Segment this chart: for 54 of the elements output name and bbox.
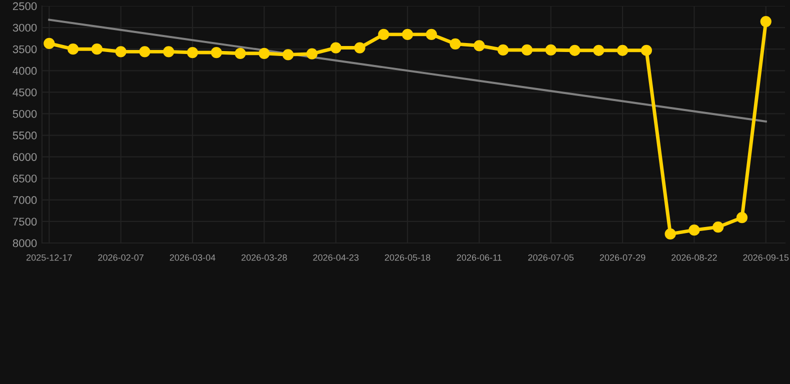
point xyxy=(68,44,79,55)
point xyxy=(378,28,390,40)
point xyxy=(402,28,414,40)
x-tick-label: 2025-12-17 xyxy=(26,254,72,261)
point xyxy=(688,224,700,236)
x-tick-label: 2026-07-29 xyxy=(600,254,646,261)
y-tick-label: 8000 xyxy=(12,239,37,248)
point xyxy=(139,46,150,58)
point xyxy=(712,222,724,233)
point xyxy=(426,28,437,40)
point xyxy=(306,48,318,60)
point xyxy=(474,40,485,52)
y-tick-label: 4500 xyxy=(12,88,37,96)
point xyxy=(44,38,55,50)
point xyxy=(354,42,366,54)
x-tick-label: 2026-09-15 xyxy=(743,254,789,261)
point xyxy=(545,44,556,56)
x-tick-label: 2026-07-05 xyxy=(528,254,574,261)
y-tick-label: 7000 xyxy=(12,196,37,204)
y-tick-label: 2500 xyxy=(12,2,37,10)
y-tick-label: 4000 xyxy=(12,66,37,75)
point xyxy=(498,44,509,56)
x-tick-label: 2026-03-28 xyxy=(242,254,287,261)
point xyxy=(760,16,772,28)
point xyxy=(234,48,246,59)
point xyxy=(330,42,342,54)
point xyxy=(91,44,103,55)
point xyxy=(450,38,461,50)
x-tick-label: 2026-02-07 xyxy=(98,254,144,261)
point xyxy=(521,44,533,56)
y-tick-label: 3500 xyxy=(12,45,37,54)
x-tick-label: 2026-08-22 xyxy=(672,254,717,261)
point xyxy=(616,44,628,56)
point xyxy=(593,44,604,56)
x-tick-label: 2026-05-18 xyxy=(384,254,430,261)
point xyxy=(163,46,174,58)
y-tick-label: 6000 xyxy=(12,153,37,161)
point xyxy=(186,46,198,58)
x-tick-label: 2026-03-04 xyxy=(170,254,216,261)
point xyxy=(736,212,748,224)
x-tick-label: 2026-06-11 xyxy=(456,254,502,261)
point xyxy=(258,48,270,59)
y-tick-label: 7500 xyxy=(12,218,37,226)
y-tick-label: 5000 xyxy=(12,110,37,118)
y-tick-label: 3000 xyxy=(12,24,37,32)
point xyxy=(664,228,676,240)
point xyxy=(569,44,580,56)
y-tick-label: 6500 xyxy=(12,174,37,182)
point xyxy=(640,44,652,56)
x-tick-label: 2026-04-23 xyxy=(313,254,359,261)
point xyxy=(282,49,294,60)
point xyxy=(115,46,126,58)
y-tick-label: 5500 xyxy=(12,132,37,140)
point xyxy=(210,46,222,58)
